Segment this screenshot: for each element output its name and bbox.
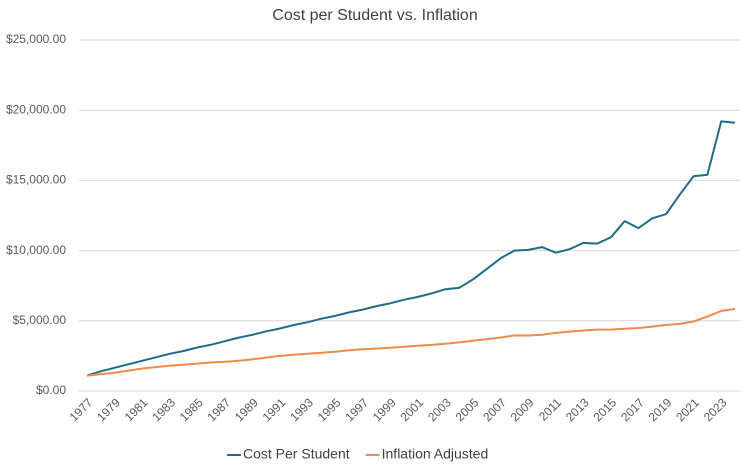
x-tick-label: 2009 (508, 395, 537, 424)
x-tick-label: 2019 (646, 395, 675, 424)
x-tick-label: 2021 (673, 395, 702, 424)
x-tick-label: 1999 (370, 395, 399, 424)
x-tick-label: 2013 (563, 395, 592, 424)
line-series (86, 307, 736, 377)
x-tick-label: 1991 (260, 395, 289, 424)
legend: Cost Per Student Inflation Adjusted (227, 446, 488, 462)
x-tick-label: 1993 (287, 395, 316, 424)
y-tick-label: $20,000.00 (6, 102, 66, 116)
x-tick-label: 2023 (701, 395, 730, 424)
x-tick-label: 1995 (315, 395, 344, 424)
y-tick-label: $10,000.00 (6, 243, 66, 257)
x-tick-label: 1985 (177, 395, 206, 424)
x-tick-label: 2003 (425, 395, 454, 424)
x-tick-label: 1979 (94, 395, 123, 424)
chart-title: Cost per Student vs. Inflation (272, 7, 477, 24)
x-tick-label: 1997 (342, 395, 371, 424)
x-tick-label: 2011 (536, 395, 564, 423)
x-tick-label: 2005 (453, 395, 482, 424)
legend-label: Cost Per Student (243, 446, 350, 462)
y-tick-label: $5,000.00 (13, 313, 67, 327)
x-tick-label: 1983 (149, 395, 178, 424)
x-tick-label: 1981 (122, 395, 151, 424)
x-tick-label: 1989 (232, 395, 261, 424)
x-tick-label: 2015 (590, 395, 619, 424)
x-tick-label: 2017 (618, 395, 647, 424)
y-tick-label: $0.00 (36, 383, 66, 397)
x-tick-label: 2007 (480, 395, 509, 424)
y-tick-label: $15,000.00 (6, 173, 66, 187)
y-tick-label: $25,000.00 (6, 32, 66, 46)
x-tick-label: 1977 (67, 395, 96, 424)
x-tick-label: 1987 (204, 395, 233, 424)
line-series (86, 120, 736, 377)
x-tick-label: 2001 (397, 395, 426, 424)
legend-label: Inflation Adjusted (382, 446, 489, 462)
